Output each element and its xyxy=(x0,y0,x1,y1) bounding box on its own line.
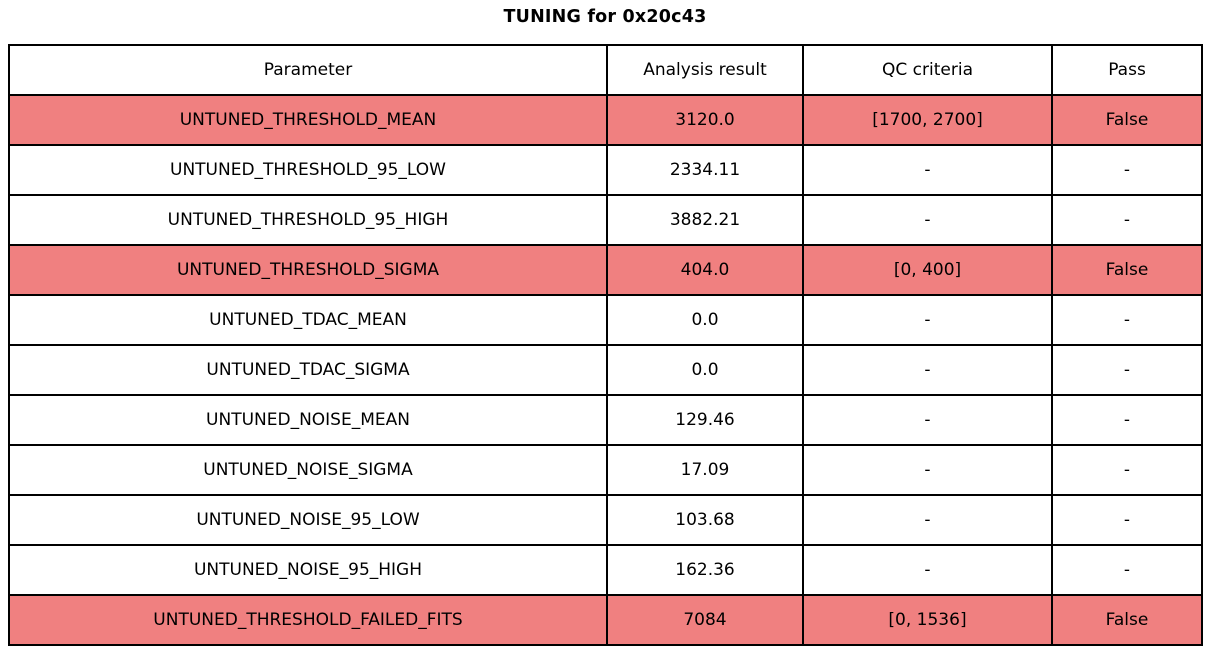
qc-cell: - xyxy=(802,494,1053,546)
table-row: UNTUNED_TDAC_MEAN 0.0 - - xyxy=(8,294,1203,346)
pass-cell: False xyxy=(1051,594,1203,646)
column-header-qc-criteria: QC criteria xyxy=(802,44,1053,96)
table-row: UNTUNED_THRESHOLD_FAILED_FITS 7084 [0, 1… xyxy=(8,594,1203,646)
parameter-cell: UNTUNED_TDAC_SIGMA xyxy=(8,344,608,396)
table-row: UNTUNED_NOISE_SIGMA 17.09 - - xyxy=(8,444,1203,496)
parameter-cell: UNTUNED_NOISE_SIGMA xyxy=(8,444,608,496)
result-cell: 0.0 xyxy=(606,344,804,396)
qc-cell: [0, 1536] xyxy=(802,594,1053,646)
qc-cell: - xyxy=(802,544,1053,596)
parameter-cell: UNTUNED_THRESHOLD_FAILED_FITS xyxy=(8,594,608,646)
pass-cell: - xyxy=(1051,494,1203,546)
result-cell: 2334.11 xyxy=(606,144,804,196)
column-header-parameter: Parameter xyxy=(8,44,608,96)
pass-cell: - xyxy=(1051,294,1203,346)
qc-cell: [0, 400] xyxy=(802,244,1053,296)
pass-cell: - xyxy=(1051,444,1203,496)
pass-cell: - xyxy=(1051,194,1203,246)
parameter-cell: UNTUNED_THRESHOLD_95_LOW xyxy=(8,144,608,196)
qc-cell: - xyxy=(802,294,1053,346)
qc-cell: - xyxy=(802,344,1053,396)
pass-cell: False xyxy=(1051,94,1203,146)
table-row: UNTUNED_THRESHOLD_95_HIGH 3882.21 - - xyxy=(8,194,1203,246)
qc-cell: - xyxy=(802,194,1053,246)
table-header-row: Parameter Analysis result QC criteria Pa… xyxy=(8,44,1203,96)
parameter-cell: UNTUNED_THRESHOLD_SIGMA xyxy=(8,244,608,296)
qc-cell: [1700, 2700] xyxy=(802,94,1053,146)
result-cell: 404.0 xyxy=(606,244,804,296)
qc-cell: - xyxy=(802,444,1053,496)
result-cell: 17.09 xyxy=(606,444,804,496)
column-header-analysis-result: Analysis result xyxy=(606,44,804,96)
parameter-cell: UNTUNED_THRESHOLD_MEAN xyxy=(8,94,608,146)
table-row: UNTUNED_THRESHOLD_SIGMA 404.0 [0, 400] F… xyxy=(8,244,1203,296)
table-row: UNTUNED_NOISE_MEAN 129.46 - - xyxy=(8,394,1203,446)
result-cell: 3120.0 xyxy=(606,94,804,146)
table-row: UNTUNED_TDAC_SIGMA 0.0 - - xyxy=(8,344,1203,396)
result-cell: 162.36 xyxy=(606,544,804,596)
pass-cell: - xyxy=(1051,544,1203,596)
qc-results-table: Parameter Analysis result QC criteria Pa… xyxy=(8,44,1203,646)
table-row: UNTUNED_NOISE_95_HIGH 162.36 - - xyxy=(8,544,1203,596)
pass-cell: - xyxy=(1051,144,1203,196)
parameter-cell: UNTUNED_TDAC_MEAN xyxy=(8,294,608,346)
qc-cell: - xyxy=(802,394,1053,446)
qc-cell: - xyxy=(802,144,1053,196)
page-title: TUNING for 0x20c43 xyxy=(503,7,707,27)
table-row: UNTUNED_NOISE_95_LOW 103.68 - - xyxy=(8,494,1203,546)
result-cell: 3882.21 xyxy=(606,194,804,246)
pass-cell: False xyxy=(1051,244,1203,296)
result-cell: 0.0 xyxy=(606,294,804,346)
parameter-cell: UNTUNED_NOISE_95_LOW xyxy=(8,494,608,546)
parameter-cell: UNTUNED_NOISE_95_HIGH xyxy=(8,544,608,596)
result-cell: 7084 xyxy=(606,594,804,646)
pass-cell: - xyxy=(1051,394,1203,446)
parameter-cell: UNTUNED_NOISE_MEAN xyxy=(8,394,608,446)
pass-cell: - xyxy=(1051,344,1203,396)
result-cell: 103.68 xyxy=(606,494,804,546)
table-row: UNTUNED_THRESHOLD_95_LOW 2334.11 - - xyxy=(8,144,1203,196)
result-cell: 129.46 xyxy=(606,394,804,446)
column-header-pass: Pass xyxy=(1051,44,1203,96)
parameter-cell: UNTUNED_THRESHOLD_95_HIGH xyxy=(8,194,608,246)
table-row: UNTUNED_THRESHOLD_MEAN 3120.0 [1700, 270… xyxy=(8,94,1203,146)
